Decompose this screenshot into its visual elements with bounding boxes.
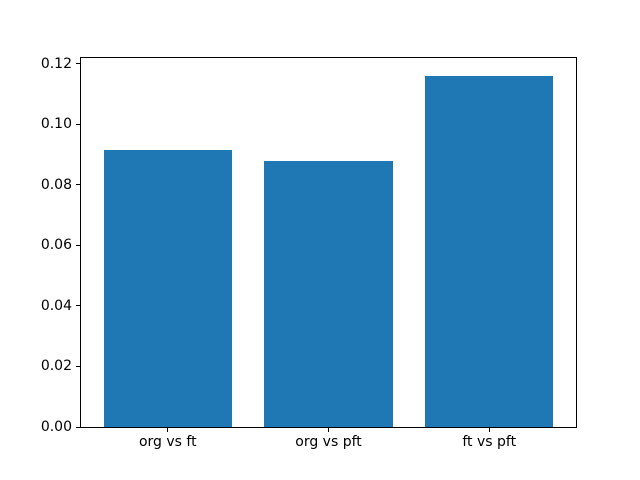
plot-area — [80, 57, 577, 428]
y-tick-mark — [76, 123, 80, 125]
bar-ft-vs-pft — [424, 75, 554, 427]
y-tick-label: 0.06 — [40, 237, 72, 254]
x-tick-mark — [167, 428, 169, 432]
x-tick-label: ft vs pft — [462, 434, 517, 450]
y-tick-mark — [76, 244, 80, 246]
bar-org-vs-pft — [264, 161, 393, 427]
y-tick-mark — [76, 426, 80, 428]
y-tick-label: 0.10 — [40, 116, 72, 133]
x-tick-label: org vs pft — [295, 434, 362, 450]
y-tick-label: 0.00 — [40, 419, 72, 435]
y-tick-label: 0.12 — [40, 55, 72, 72]
bar-org-vs-ft — [103, 150, 233, 427]
y-tick-mark — [76, 305, 80, 307]
y-tick-label: 0.02 — [40, 358, 72, 375]
x-tick-mark — [328, 428, 329, 432]
x-tick-label: org vs ft — [138, 434, 197, 450]
x-tick-mark — [488, 428, 490, 432]
y-tick-mark — [76, 365, 80, 367]
y-tick-mark — [76, 184, 80, 186]
y-tick-label: 0.08 — [40, 176, 72, 193]
y-tick-mark — [76, 63, 80, 65]
y-tick-label: 0.04 — [40, 297, 72, 314]
